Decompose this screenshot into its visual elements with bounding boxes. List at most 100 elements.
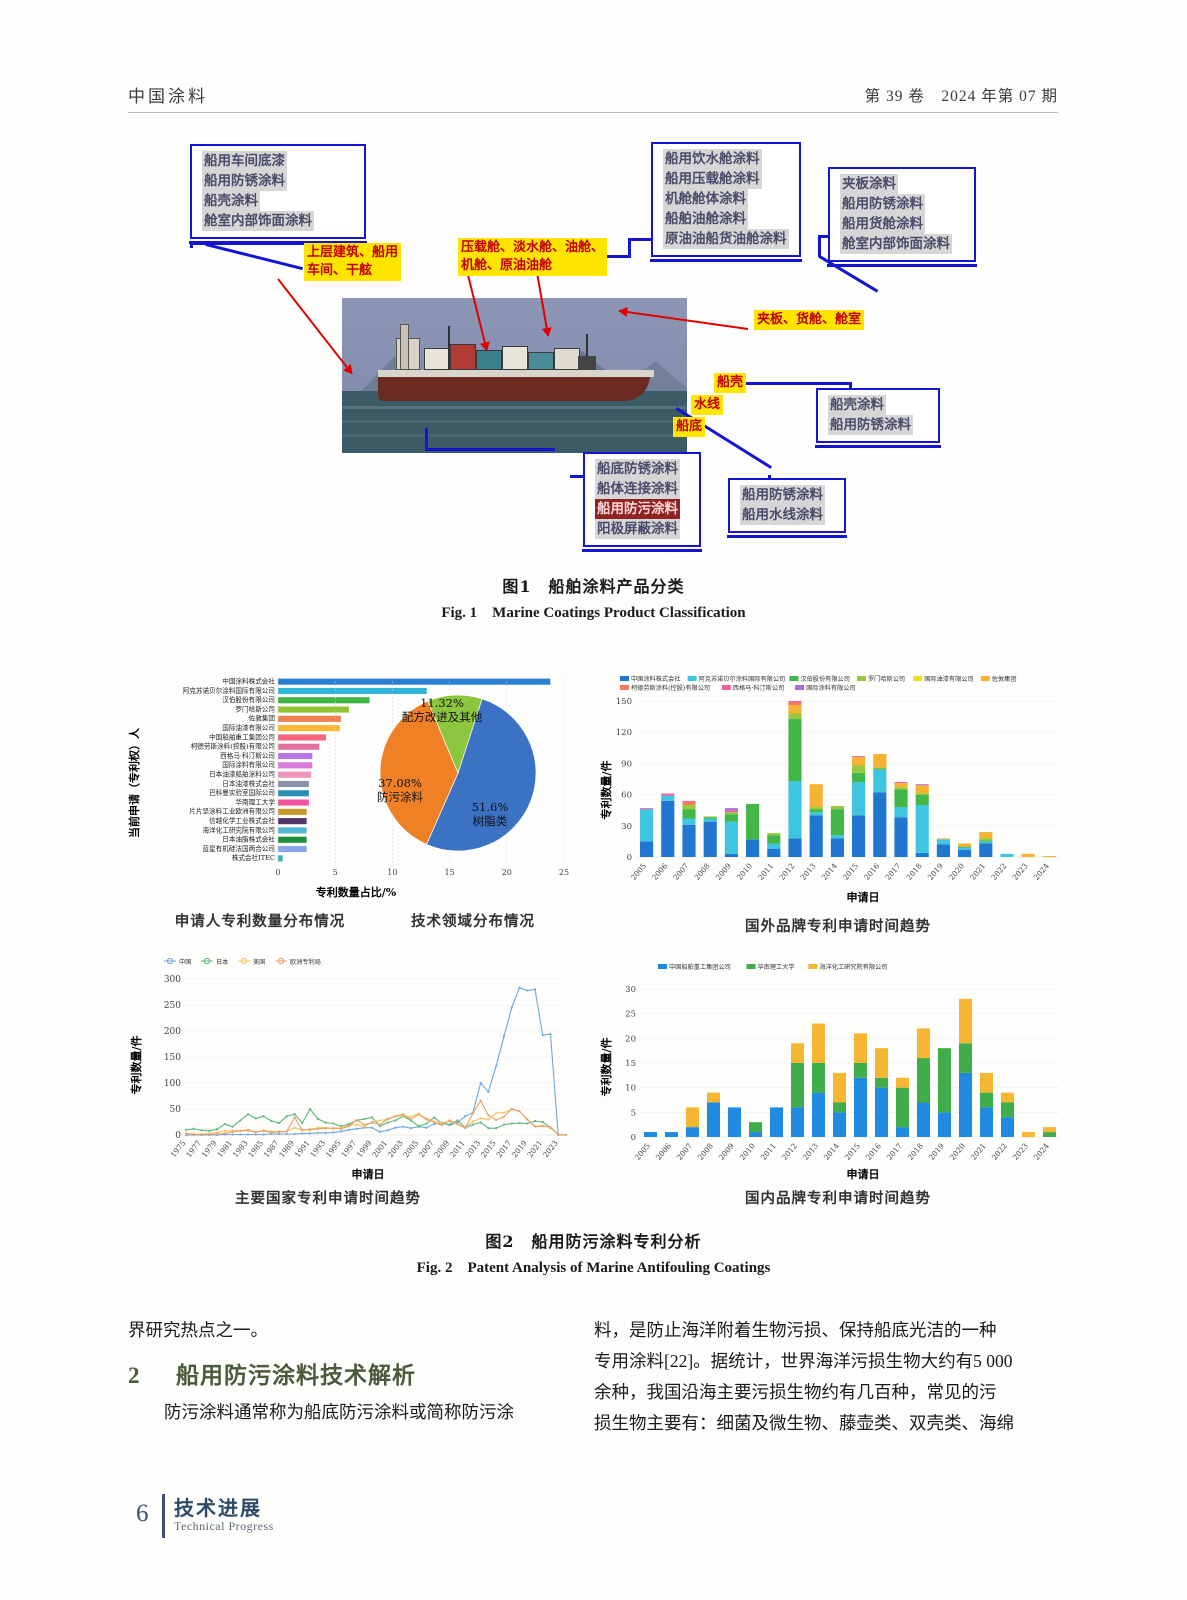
data-point — [479, 1099, 482, 1102]
svg-text:2007: 2007 — [671, 861, 690, 882]
svg-text:2007: 2007 — [417, 1139, 436, 1160]
data-point — [386, 1121, 389, 1124]
data-point — [471, 1123, 475, 1126]
data-point — [340, 1125, 343, 1128]
box-upper-left: 船用车间底漆 船用防锈涂料 船壳涂料 舱室内部饰面涂料 — [189, 144, 367, 244]
data-point — [378, 1123, 381, 1126]
svg-text:片片坚涂料工业欧洲有限公司: 片片坚涂料工业欧洲有限公司 — [189, 807, 275, 816]
figure-1-diagram: 船用车间底漆 船用防锈涂料 船壳涂料 舱室内部饰面涂料 船用饮水舱涂料 船用压载… — [128, 130, 1058, 570]
data-point — [487, 1090, 490, 1093]
bar — [278, 818, 307, 825]
data-point — [262, 1133, 265, 1136]
stacked-segment — [788, 701, 802, 703]
svg-text:2012: 2012 — [777, 861, 796, 882]
data-point — [371, 1116, 374, 1119]
svg-text:华南理工大学: 华南理工大学 — [235, 797, 275, 806]
svg-text:阿克苏诺贝尔涂料国际有限公司: 阿克苏诺贝尔涂料国际有限公司 — [183, 686, 275, 695]
data-point — [316, 1117, 319, 1120]
svg-text:2014: 2014 — [822, 1141, 841, 1162]
data-point — [223, 1122, 226, 1126]
data-point — [425, 1126, 428, 1129]
svg-text:2018: 2018 — [905, 861, 924, 882]
stacked-segment — [894, 817, 908, 857]
svg-text:2021: 2021 — [968, 862, 987, 882]
data-point — [308, 1132, 312, 1135]
svg-text:2014: 2014 — [820, 861, 839, 882]
stacked-segment — [1042, 855, 1056, 857]
stacked-segment — [958, 1043, 973, 1073]
stacked-segment — [979, 1107, 994, 1137]
data-point — [549, 1126, 552, 1129]
coating-item: 船用车间底漆 — [202, 151, 287, 171]
svg-text:海洋化工研究院有限公司: 海洋化工研究院有限公司 — [819, 963, 887, 971]
foreign-xaxis-title: 申请日 — [847, 890, 880, 904]
svg-text:11.32%: 11.32% — [420, 696, 464, 710]
data-point — [409, 1118, 412, 1121]
stacked-segment — [852, 772, 866, 783]
stacked-segment — [958, 843, 972, 847]
bar — [278, 799, 309, 806]
svg-text:60: 60 — [621, 791, 632, 801]
svg-text:2006: 2006 — [650, 861, 669, 882]
connector-line — [714, 382, 852, 385]
svg-text:10: 10 — [625, 1084, 636, 1094]
mast — [448, 326, 450, 370]
svg-text:2010: 2010 — [735, 861, 754, 882]
data-point — [386, 1129, 389, 1132]
body-paragraph: 专用涂料[22]。据统计，世界海洋污损生物大约有5 000 — [594, 1351, 1013, 1371]
coating-item: 船用压载舱涂料 — [663, 169, 762, 189]
svg-text:柯德劳斯涂料(控股)有限公司: 柯德劳斯涂料(控股)有限公司 — [631, 684, 710, 692]
stacked-segment — [682, 818, 696, 825]
tag-superstructure: 上层建筑、船用 车间、干舷 — [304, 243, 402, 281]
svg-text:配方改进及其他: 配方改进及其他 — [402, 710, 483, 724]
connector-line — [849, 382, 852, 390]
stacked-segment — [643, 1132, 658, 1137]
svg-text:1975: 1975 — [169, 1139, 188, 1160]
data-point — [262, 1115, 265, 1118]
stacked-segment — [916, 1028, 931, 1059]
stacked-segment — [788, 705, 802, 714]
data-point — [378, 1130, 381, 1133]
domestic-xaxis-title: 申请日 — [847, 1167, 880, 1181]
data-point — [386, 1117, 389, 1120]
data-point — [363, 1123, 366, 1126]
svg-text:汉伯股份有限公司: 汉伯股份有限公司 — [222, 695, 275, 704]
svg-text:100: 100 — [164, 1079, 181, 1089]
data-point — [533, 1125, 537, 1128]
subcaption-foreign: 国外品牌专利申请时间趋势 — [745, 918, 931, 935]
svg-text:2022: 2022 — [990, 1141, 1009, 1162]
stacked-segment — [724, 853, 738, 857]
svg-text:90: 90 — [621, 759, 632, 769]
chart-domestic-brand-trend: 中国船舶重工集团公司 华南理工大学 海洋化工研究院有限公司 0 5 10 15 20 25 30… — [598, 947, 1073, 1182]
water-line-mark — [342, 406, 687, 409]
svg-text:2008: 2008 — [696, 1141, 715, 1162]
svg-text:日本: 日本 — [216, 958, 228, 966]
stacked-segment — [958, 998, 973, 1044]
data-point — [510, 1006, 513, 1009]
body-paragraph: 防污涂料通常称为船底防污涂料或简称防污涂 — [164, 1402, 514, 1422]
data-point — [541, 1034, 544, 1037]
svg-text:国际涂料有限公司: 国际涂料有限公司 — [222, 760, 275, 769]
legend-swatch — [687, 676, 697, 681]
data-point — [417, 1125, 420, 1128]
data-point — [316, 1131, 319, 1135]
bar — [278, 706, 349, 713]
data-point — [208, 1133, 211, 1136]
data-point — [518, 1109, 521, 1113]
svg-text:2006: 2006 — [654, 1141, 673, 1162]
data-point — [270, 1132, 273, 1136]
stacked-segment — [937, 1048, 952, 1113]
svg-text:20: 20 — [502, 868, 512, 877]
svg-text:2009: 2009 — [714, 861, 733, 882]
svg-text:15: 15 — [445, 868, 455, 877]
stacked-segment — [809, 807, 823, 810]
data-point — [502, 1123, 506, 1126]
stacked-segment — [661, 795, 675, 801]
ship-illustration — [342, 298, 687, 453]
series-line — [185, 1099, 567, 1136]
data-point — [285, 1132, 288, 1136]
stacked-segment — [1021, 1132, 1036, 1137]
svg-text:国际涂料有限公司: 国际涂料有限公司 — [806, 684, 856, 692]
svg-text:国际油漆有限公司: 国际油漆有限公司 — [924, 675, 974, 683]
